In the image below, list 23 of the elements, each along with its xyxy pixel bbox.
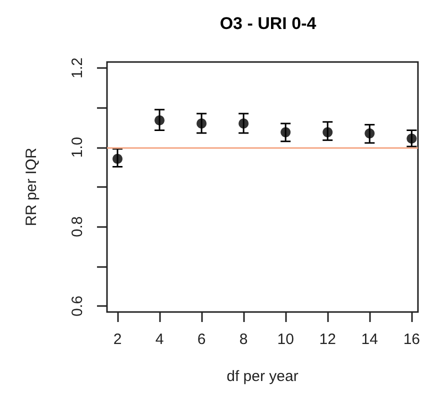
- chart-title: O3 - URI 0-4: [220, 14, 317, 33]
- point: [196, 118, 207, 129]
- x-tick-label: 6: [197, 331, 206, 348]
- x-axis-title: df per year: [226, 368, 298, 385]
- y-tick-label: 1.2: [69, 58, 86, 78]
- point: [112, 154, 123, 164]
- point: [364, 128, 375, 138]
- point: [154, 115, 165, 126]
- point: [280, 127, 291, 138]
- point: [322, 127, 333, 138]
- y-tick-label: 0.8: [69, 216, 86, 238]
- y-tick-label: 0.6: [69, 296, 86, 316]
- y-axis-title: RR per IQR: [23, 148, 40, 226]
- x-tick-label: 2: [113, 331, 122, 348]
- x-tick-label: 16: [403, 331, 420, 348]
- x-tick-label: 12: [319, 331, 336, 348]
- point: [406, 134, 417, 144]
- x-tick-label: 8: [239, 331, 248, 348]
- point: [238, 118, 249, 129]
- y-tick-label: 1.0: [69, 136, 86, 158]
- x-tick-label: 10: [277, 331, 294, 348]
- x-tick-label: 14: [361, 331, 378, 348]
- x-tick-label: 4: [155, 331, 164, 348]
